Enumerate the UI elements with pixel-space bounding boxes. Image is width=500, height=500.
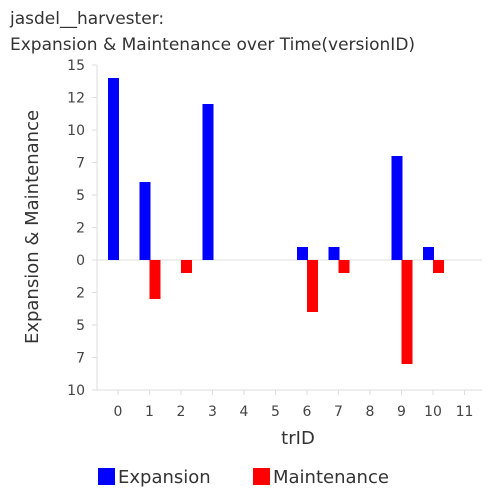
bar-maintenance-9	[401, 260, 413, 364]
x-tick-label-1: 1	[145, 404, 154, 420]
bar-expansion-10	[423, 247, 434, 260]
x-tick-label-6: 6	[303, 404, 312, 420]
x-tick-label-2: 2	[177, 404, 186, 420]
axes	[96, 65, 482, 391]
x-tick-label-11: 11	[456, 404, 474, 420]
legend-swatch-maintenance	[253, 468, 270, 485]
bars	[108, 78, 444, 364]
bar-expansion-3	[202, 104, 214, 260]
bar-expansion-0	[108, 78, 119, 260]
chart-title-line1: jasdel__harvester:	[10, 9, 165, 29]
bar-expansion-7	[328, 247, 340, 260]
y-tick-label-up-1: 2	[76, 221, 85, 237]
x-tick-labels: 0 1 2 3 4 5 6 7 8 9 10 11	[114, 390, 474, 420]
y-tick-label-up-6: 15	[67, 58, 85, 74]
x-tick-label-8: 8	[366, 404, 375, 420]
x-tick-label-5: 5	[271, 404, 280, 420]
bar-maintenance-1	[149, 260, 161, 299]
x-tick-label-10: 10	[424, 404, 442, 420]
y-tick-label-down-2: 7	[76, 351, 85, 367]
y-tick-label-down-0: 2	[76, 286, 85, 302]
bar-expansion-9	[391, 156, 403, 260]
x-tick-label-9: 9	[397, 404, 406, 420]
legend: Expansion Maintenance	[98, 467, 389, 488]
x-tick-label-7: 7	[334, 404, 343, 420]
x-tick-label-0: 0	[114, 404, 123, 420]
bar-maintenance-6	[307, 260, 318, 312]
x-tick-label-3: 3	[208, 404, 217, 420]
legend-label-maintenance: Maintenance	[273, 467, 389, 488]
y-tick-label-up-0: 0	[76, 253, 85, 269]
y-tick-label-down-3: 10	[67, 383, 85, 399]
legend-label-expansion: Expansion	[118, 467, 211, 488]
y-tick-label-down-1: 5	[76, 318, 85, 334]
chart-title-line2: Expansion & Maintenance over Time(versio…	[10, 35, 416, 55]
chart-title: jasdel__harvester: Expansion & Maintenan…	[10, 6, 415, 58]
y-tick-label-up-2: 5	[76, 188, 85, 204]
bar-maintenance-10	[433, 260, 444, 273]
x-tick-label-4: 4	[240, 404, 249, 420]
bar-maintenance-7	[338, 260, 350, 273]
y-tick-label-up-3: 7	[76, 156, 85, 172]
y-tick-label-up-4: 10	[67, 123, 85, 139]
y-tick-label-up-5: 12	[67, 91, 85, 107]
y-axis-title: Expansion & Maintenance	[22, 110, 43, 344]
x-axis-title: trID	[281, 428, 315, 449]
y-tick-labels: 0 2 5 7 10 12 15 2 5 7 10	[67, 58, 97, 399]
bar-expansion-6	[297, 247, 308, 260]
bar-maintenance-2	[181, 260, 192, 273]
bar-expansion-1	[139, 182, 151, 260]
legend-swatch-expansion	[98, 468, 115, 485]
